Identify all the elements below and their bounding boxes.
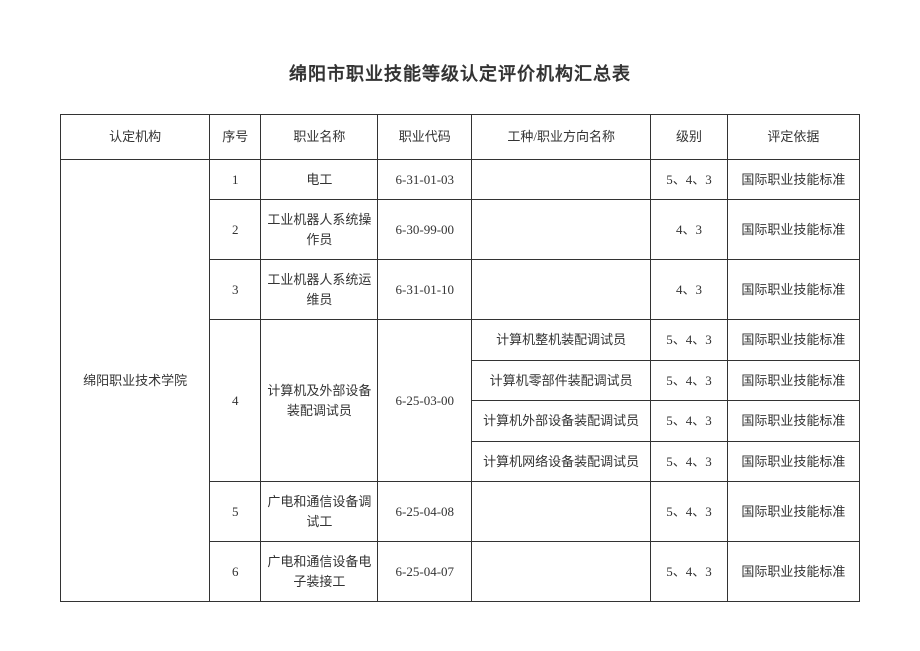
cell-basis: 国际职业技能标准 bbox=[727, 159, 859, 200]
cell-direction: 计算机外部设备装配调试员 bbox=[472, 401, 651, 442]
cell-level: 4、3 bbox=[651, 260, 728, 320]
cell-occupation: 广电和通信设备电子装接工 bbox=[261, 542, 378, 602]
cell-basis: 国际职业技能标准 bbox=[727, 401, 859, 442]
cell-seq: 5 bbox=[210, 482, 261, 542]
summary-table: 认定机构 序号 职业名称 职业代码 工种/职业方向名称 级别 评定依据 绵阳职业… bbox=[60, 114, 860, 602]
cell-seq: 6 bbox=[210, 542, 261, 602]
col-header-level: 级别 bbox=[651, 115, 728, 160]
cell-direction bbox=[472, 159, 651, 200]
cell-basis: 国际职业技能标准 bbox=[727, 441, 859, 482]
col-header-institution: 认定机构 bbox=[61, 115, 210, 160]
cell-direction: 计算机零部件装配调试员 bbox=[472, 360, 651, 401]
cell-level: 5、4、3 bbox=[651, 482, 728, 542]
cell-basis: 国际职业技能标准 bbox=[727, 200, 859, 260]
cell-level: 5、4、3 bbox=[651, 159, 728, 200]
cell-level: 5、4、3 bbox=[651, 441, 728, 482]
cell-basis: 国际职业技能标准 bbox=[727, 260, 859, 320]
cell-level: 5、4、3 bbox=[651, 542, 728, 602]
cell-direction: 计算机整机装配调试员 bbox=[472, 320, 651, 361]
cell-occupation: 计算机及外部设备装配调试员 bbox=[261, 320, 378, 482]
cell-code: 6-31-01-03 bbox=[378, 159, 472, 200]
cell-seq: 3 bbox=[210, 260, 261, 320]
col-header-occupation: 职业名称 bbox=[261, 115, 378, 160]
cell-level: 5、4、3 bbox=[651, 401, 728, 442]
cell-code: 6-30-99-00 bbox=[378, 200, 472, 260]
cell-level: 5、4、3 bbox=[651, 320, 728, 361]
cell-occupation: 广电和通信设备调试工 bbox=[261, 482, 378, 542]
cell-direction bbox=[472, 482, 651, 542]
cell-occupation: 工业机器人系统运维员 bbox=[261, 260, 378, 320]
cell-code: 6-25-04-07 bbox=[378, 542, 472, 602]
cell-direction: 计算机网络设备装配调试员 bbox=[472, 441, 651, 482]
cell-direction bbox=[472, 200, 651, 260]
cell-direction bbox=[472, 542, 651, 602]
cell-basis: 国际职业技能标准 bbox=[727, 320, 859, 361]
col-header-basis: 评定依据 bbox=[727, 115, 859, 160]
col-header-direction: 工种/职业方向名称 bbox=[472, 115, 651, 160]
cell-seq: 1 bbox=[210, 159, 261, 200]
cell-institution: 绵阳职业技术学院 bbox=[61, 159, 210, 602]
page-title: 绵阳市职业技能等级认定评价机构汇总表 bbox=[60, 60, 860, 86]
cell-level: 4、3 bbox=[651, 200, 728, 260]
cell-code: 6-25-04-08 bbox=[378, 482, 472, 542]
cell-basis: 国际职业技能标准 bbox=[727, 542, 859, 602]
cell-seq: 4 bbox=[210, 320, 261, 482]
cell-occupation: 工业机器人系统操作员 bbox=[261, 200, 378, 260]
table-row: 绵阳职业技术学院 1 电工 6-31-01-03 5、4、3 国际职业技能标准 bbox=[61, 159, 860, 200]
table-header-row: 认定机构 序号 职业名称 职业代码 工种/职业方向名称 级别 评定依据 bbox=[61, 115, 860, 160]
cell-basis: 国际职业技能标准 bbox=[727, 482, 859, 542]
cell-code: 6-31-01-10 bbox=[378, 260, 472, 320]
cell-direction bbox=[472, 260, 651, 320]
cell-seq: 2 bbox=[210, 200, 261, 260]
cell-code: 6-25-03-00 bbox=[378, 320, 472, 482]
cell-level: 5、4、3 bbox=[651, 360, 728, 401]
col-header-seq: 序号 bbox=[210, 115, 261, 160]
cell-occupation: 电工 bbox=[261, 159, 378, 200]
cell-basis: 国际职业技能标准 bbox=[727, 360, 859, 401]
col-header-code: 职业代码 bbox=[378, 115, 472, 160]
